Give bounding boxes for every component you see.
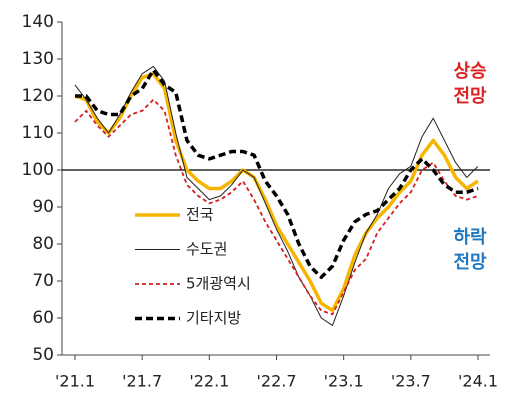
y-tick-label: 130	[22, 49, 54, 69]
x-tick-label: '22.1	[189, 372, 229, 391]
y-tick-label: 50	[32, 345, 54, 365]
x-tick-label: '21.7	[122, 372, 162, 391]
legend-label: 전국	[186, 206, 214, 224]
x-tick-label: '23.1	[324, 372, 364, 391]
x-tick-label: '23.7	[391, 372, 431, 391]
y-tick-label: 80	[32, 234, 54, 254]
y-tick-label: 120	[22, 86, 54, 106]
annotation: 전망	[453, 252, 487, 273]
annotation: 전망	[453, 86, 487, 107]
series-line	[74, 65, 479, 326]
x-tick-label: '22.7	[256, 372, 296, 391]
series-line	[74, 72, 479, 313]
annotation: 하락	[453, 227, 487, 248]
y-tick-label: 70	[32, 271, 54, 291]
series-line	[75, 68, 479, 280]
series-line	[74, 98, 479, 316]
x-tick-label: '24.1	[458, 372, 498, 391]
legend-label: 기타지방	[186, 309, 241, 327]
y-tick-label: 110	[22, 123, 54, 143]
y-tick-label: 60	[32, 308, 54, 328]
y-tick-label: 90	[32, 197, 54, 217]
y-tick-label: 100	[22, 160, 54, 180]
legend-label: 5개광역시	[186, 275, 251, 293]
y-tick-label: 140	[22, 12, 54, 32]
annotation: 상승	[453, 61, 486, 82]
legend-label: 수도권	[186, 240, 227, 258]
x-tick-label: '21.1	[55, 372, 95, 391]
